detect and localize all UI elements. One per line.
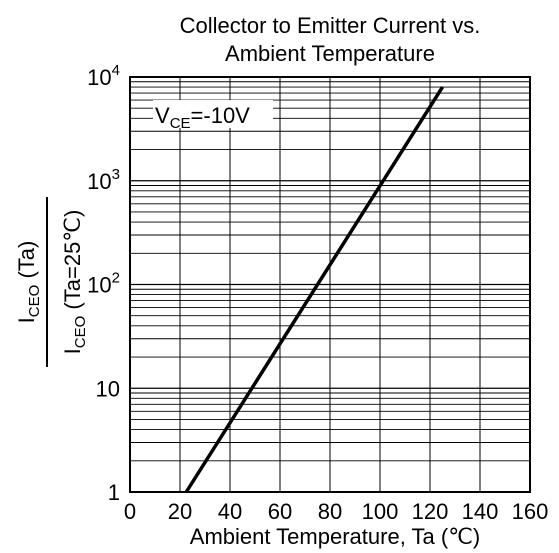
x-tick-label: 0 xyxy=(124,499,136,524)
x-tick-label: 120 xyxy=(412,499,449,524)
x-tick-label: 80 xyxy=(318,499,342,524)
series-line xyxy=(184,86,444,493)
y-tick-labels: 1 10 102 103 104 xyxy=(87,62,120,505)
chart-title-line-1: Collector to Emitter Current vs. xyxy=(180,13,481,38)
y-axis-label-numerator: ICEO (Ta) xyxy=(14,241,43,324)
grid xyxy=(129,76,531,493)
x-tick-labels: 0 20 40 60 80 100 120 140 160 xyxy=(124,499,548,524)
annotation-label: VCE=-10V xyxy=(155,103,250,132)
x-tick-label: 160 xyxy=(512,499,549,524)
x-tick-label: 60 xyxy=(268,499,292,524)
chart-title-line-2: Ambient Temperature xyxy=(225,41,435,66)
x-tick-label: 40 xyxy=(218,499,242,524)
x-axis-label: Ambient Temperature, Ta (℃) xyxy=(190,524,480,549)
y-tick-label: 103 xyxy=(87,166,120,194)
y-tick-label: 10 xyxy=(96,376,120,401)
plot-frame xyxy=(129,76,531,493)
y-tick-label: 104 xyxy=(87,62,120,90)
series xyxy=(184,86,444,493)
x-tick-label: 20 xyxy=(168,499,192,524)
y-axis-label: ICEO (Ta) ICEO (Ta=25℃) xyxy=(14,197,89,367)
x-tick-label: 100 xyxy=(362,499,399,524)
y-tick-label: 102 xyxy=(87,270,120,298)
y-axis-label-denominator: ICEO (Ta=25℃) xyxy=(60,210,89,355)
x-tick-label: 140 xyxy=(462,499,499,524)
y-tick-label: 1 xyxy=(108,480,120,505)
annotation-box xyxy=(153,100,273,128)
